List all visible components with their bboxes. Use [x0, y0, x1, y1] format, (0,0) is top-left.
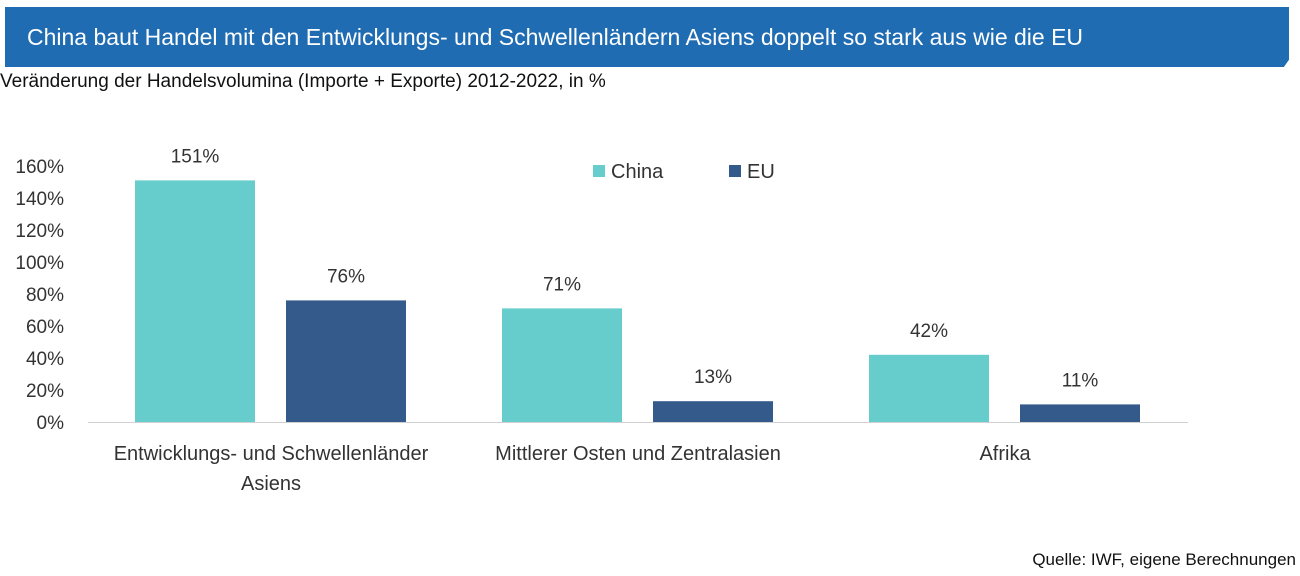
data-label: 11% [1062, 370, 1099, 391]
data-label: 42% [910, 321, 948, 342]
bar-china-0 [135, 180, 255, 422]
x-category-label: Afrika [979, 443, 1031, 465]
legend-label: EU [747, 161, 775, 183]
y-tick-label: 160% [15, 157, 64, 178]
source-note: Quelle: IWF, eigene Berechnungen [1032, 550, 1296, 569]
x-category-label: Mittlerer Osten und Zentralasien [495, 443, 781, 465]
data-label: 71% [543, 274, 581, 295]
x-category-label: Entwicklungs- und Schwellenländer [114, 443, 429, 465]
y-tick-label: 80% [26, 285, 64, 306]
chart-subtitle: Veränderung der Handelsvolumina (Importe… [0, 71, 606, 92]
chart-title: China baut Handel mit den Entwicklungs- … [27, 24, 1084, 50]
y-tick-label: 0% [37, 413, 65, 434]
legend-swatch-eu [729, 165, 741, 177]
y-tick-label: 100% [15, 253, 64, 274]
bar-eu-0 [286, 300, 406, 422]
bar-eu-1 [653, 401, 773, 422]
legend-label: China [611, 161, 664, 183]
y-tick-label: 120% [15, 221, 64, 242]
title-banner: China baut Handel mit den Entwicklungs- … [5, 7, 1289, 67]
data-label: 76% [327, 266, 365, 287]
bar-china-2 [869, 354, 989, 422]
legend-swatch-china [593, 165, 605, 177]
y-tick-label: 140% [15, 189, 64, 210]
x-category-label: Asiens [241, 473, 301, 495]
y-tick-label: 40% [26, 349, 64, 370]
data-label: 13% [694, 367, 732, 388]
bar-eu-2 [1020, 404, 1140, 422]
data-label: 151% [171, 146, 220, 167]
bar-china-1 [502, 308, 622, 422]
y-tick-label: 60% [26, 317, 64, 338]
y-tick-label: 20% [26, 381, 64, 402]
